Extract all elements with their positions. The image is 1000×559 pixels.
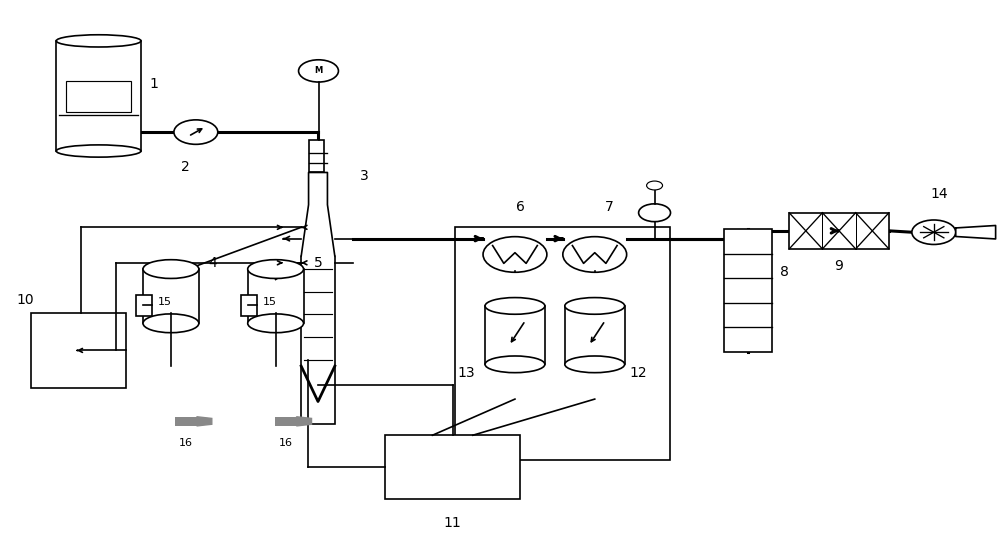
Ellipse shape [485, 356, 545, 373]
Bar [136, 295, 152, 316]
Circle shape [483, 236, 547, 272]
Text: M: M [314, 67, 323, 75]
Text: 15: 15 [158, 297, 172, 307]
Bar [241, 295, 257, 316]
Text: 10: 10 [16, 293, 34, 307]
Bar [455, 226, 670, 460]
Bar [485, 306, 545, 364]
Text: 2: 2 [181, 159, 190, 174]
Ellipse shape [485, 297, 545, 314]
Bar [143, 269, 199, 323]
Bar [565, 306, 625, 364]
Text: 9: 9 [835, 259, 843, 273]
Text: 5: 5 [314, 256, 322, 270]
Polygon shape [197, 417, 212, 426]
Circle shape [299, 60, 338, 82]
Circle shape [639, 204, 671, 222]
Text: 1: 1 [149, 77, 158, 91]
Circle shape [563, 236, 627, 272]
Ellipse shape [143, 314, 199, 333]
Text: 12: 12 [630, 366, 647, 380]
Ellipse shape [248, 260, 304, 278]
Ellipse shape [56, 35, 141, 47]
Text: 11: 11 [444, 516, 462, 530]
Text: 14: 14 [930, 187, 948, 201]
Bar [789, 213, 889, 249]
Polygon shape [301, 173, 335, 257]
Bar [248, 269, 304, 323]
Text: 13: 13 [457, 366, 475, 380]
Bar [301, 257, 335, 424]
Ellipse shape [143, 260, 199, 278]
Ellipse shape [565, 356, 625, 373]
Bar [724, 229, 772, 352]
Bar [385, 435, 520, 499]
Bar [175, 417, 197, 425]
Bar [66, 81, 131, 112]
Ellipse shape [56, 145, 141, 157]
Ellipse shape [248, 314, 304, 333]
Ellipse shape [565, 297, 625, 314]
Text: 15: 15 [263, 297, 277, 307]
Polygon shape [956, 225, 996, 239]
Text: 8: 8 [780, 266, 789, 280]
Bar [56, 41, 141, 151]
Circle shape [647, 181, 663, 190]
Text: 4: 4 [209, 256, 218, 270]
Text: 3: 3 [360, 169, 369, 183]
Circle shape [174, 120, 218, 144]
Circle shape [912, 220, 956, 244]
Bar [275, 417, 297, 425]
Text: 16: 16 [279, 438, 293, 448]
Text: 6: 6 [516, 201, 524, 215]
Bar [31, 313, 126, 388]
Bar [309, 140, 324, 173]
Text: 7: 7 [605, 201, 614, 215]
Text: 16: 16 [179, 438, 193, 448]
Polygon shape [297, 417, 312, 426]
